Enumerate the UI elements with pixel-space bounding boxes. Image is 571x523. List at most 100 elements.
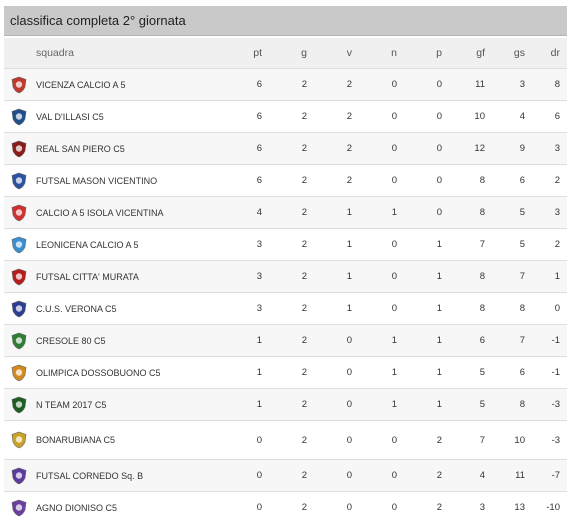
team-logo-cell [4, 133, 33, 165]
team-name[interactable]: C.U.S. VERONA C5 [33, 293, 218, 325]
stat-p: 1 [404, 293, 449, 325]
stat-n: 1 [359, 357, 404, 389]
stat-pt: 6 [218, 101, 269, 133]
team-logo-cell [4, 261, 33, 293]
stat-gf: 3 [449, 492, 492, 523]
citta-murata-logo-icon [11, 268, 27, 286]
stat-gs: 8 [492, 389, 532, 421]
stat-g: 2 [269, 293, 314, 325]
cresole-logo-icon [11, 332, 27, 350]
stat-p: 1 [404, 357, 449, 389]
team-name[interactable]: FUTSAL MASON VICENTINO [33, 165, 218, 197]
stat-p: 0 [404, 69, 449, 101]
stat-p: 2 [404, 492, 449, 523]
stat-g: 2 [269, 133, 314, 165]
stat-dr: -1 [532, 325, 567, 357]
stat-pt: 6 [218, 165, 269, 197]
stat-p: 0 [404, 197, 449, 229]
stat-pt: 0 [218, 460, 269, 492]
stat-pt: 1 [218, 325, 269, 357]
team-name[interactable]: REAL SAN PIERO C5 [33, 133, 218, 165]
header-n[interactable]: n [359, 38, 404, 69]
stat-gs: 4 [492, 101, 532, 133]
stat-gf: 11 [449, 69, 492, 101]
team-name[interactable]: VICENZA CALCIO A 5 [33, 69, 218, 101]
stat-v: 0 [314, 492, 359, 523]
real-san-piero-logo-icon [11, 140, 27, 158]
stat-p: 0 [404, 101, 449, 133]
team-name[interactable]: BONARUBIANA C5 [33, 421, 218, 460]
team-logo-cell [4, 293, 33, 325]
team-logo-cell [4, 389, 33, 421]
team-name[interactable]: VAL D'ILLASI C5 [33, 101, 218, 133]
stat-dr: -3 [532, 389, 567, 421]
stat-g: 2 [269, 101, 314, 133]
stat-gf: 6 [449, 325, 492, 357]
stat-pt: 1 [218, 389, 269, 421]
stat-p: 2 [404, 421, 449, 460]
team-name[interactable]: FUTSAL CITTA' MURATA [33, 261, 218, 293]
cus-verona-logo-icon [11, 300, 27, 318]
header-g[interactable]: g [269, 38, 314, 69]
stat-dr: 2 [532, 165, 567, 197]
header-pt[interactable]: pt [218, 38, 269, 69]
header-gs[interactable]: gs [492, 38, 532, 69]
vicenza-logo-icon [11, 76, 27, 94]
stat-gs: 13 [492, 492, 532, 523]
stat-n: 1 [359, 389, 404, 421]
stat-g: 2 [269, 460, 314, 492]
team-name[interactable]: CALCIO A 5 ISOLA VICENTINA [33, 197, 218, 229]
team-name[interactable]: AGNO DIONISO C5 [33, 492, 218, 523]
stat-g: 2 [269, 165, 314, 197]
team-name[interactable]: CRESOLE 80 C5 [33, 325, 218, 357]
stat-g: 2 [269, 197, 314, 229]
stat-p: 1 [404, 229, 449, 261]
agno-dioniso-logo-icon [11, 499, 27, 517]
header-dr[interactable]: dr [532, 38, 567, 69]
stat-v: 0 [314, 357, 359, 389]
stat-pt: 3 [218, 229, 269, 261]
team-logo-cell [4, 421, 33, 460]
stat-v: 1 [314, 261, 359, 293]
header-gf[interactable]: gf [449, 38, 492, 69]
stat-g: 2 [269, 69, 314, 101]
stat-n: 1 [359, 197, 404, 229]
stat-pt: 6 [218, 69, 269, 101]
mason-vicentino-logo-icon [11, 172, 27, 190]
team-name[interactable]: OLIMPICA DOSSOBUONO C5 [33, 357, 218, 389]
stat-n: 0 [359, 165, 404, 197]
stat-n: 0 [359, 229, 404, 261]
stat-v: 2 [314, 69, 359, 101]
stat-v: 2 [314, 133, 359, 165]
stat-pt: 3 [218, 261, 269, 293]
stat-g: 2 [269, 389, 314, 421]
stat-pt: 0 [218, 492, 269, 523]
team-logo-cell [4, 69, 33, 101]
stat-n: 0 [359, 261, 404, 293]
stat-p: 0 [404, 165, 449, 197]
team-name[interactable]: LEONICENA CALCIO A 5 [33, 229, 218, 261]
stat-gf: 10 [449, 101, 492, 133]
team-name[interactable]: FUTSAL CORNEDO Sq. B [33, 460, 218, 492]
stat-pt: 6 [218, 133, 269, 165]
team-name[interactable]: N TEAM 2017 C5 [33, 389, 218, 421]
stat-p: 1 [404, 261, 449, 293]
team-logo-cell [4, 197, 33, 229]
header-p[interactable]: p [404, 38, 449, 69]
header-team[interactable]: squadra [33, 38, 218, 69]
standings-title: classifica completa 2° giornata [10, 13, 186, 28]
team-logo-cell [4, 325, 33, 357]
stat-dr: -7 [532, 460, 567, 492]
stat-dr: -1 [532, 357, 567, 389]
stat-gf: 8 [449, 197, 492, 229]
stat-g: 2 [269, 325, 314, 357]
header-v[interactable]: v [314, 38, 359, 69]
stat-dr: 6 [532, 101, 567, 133]
